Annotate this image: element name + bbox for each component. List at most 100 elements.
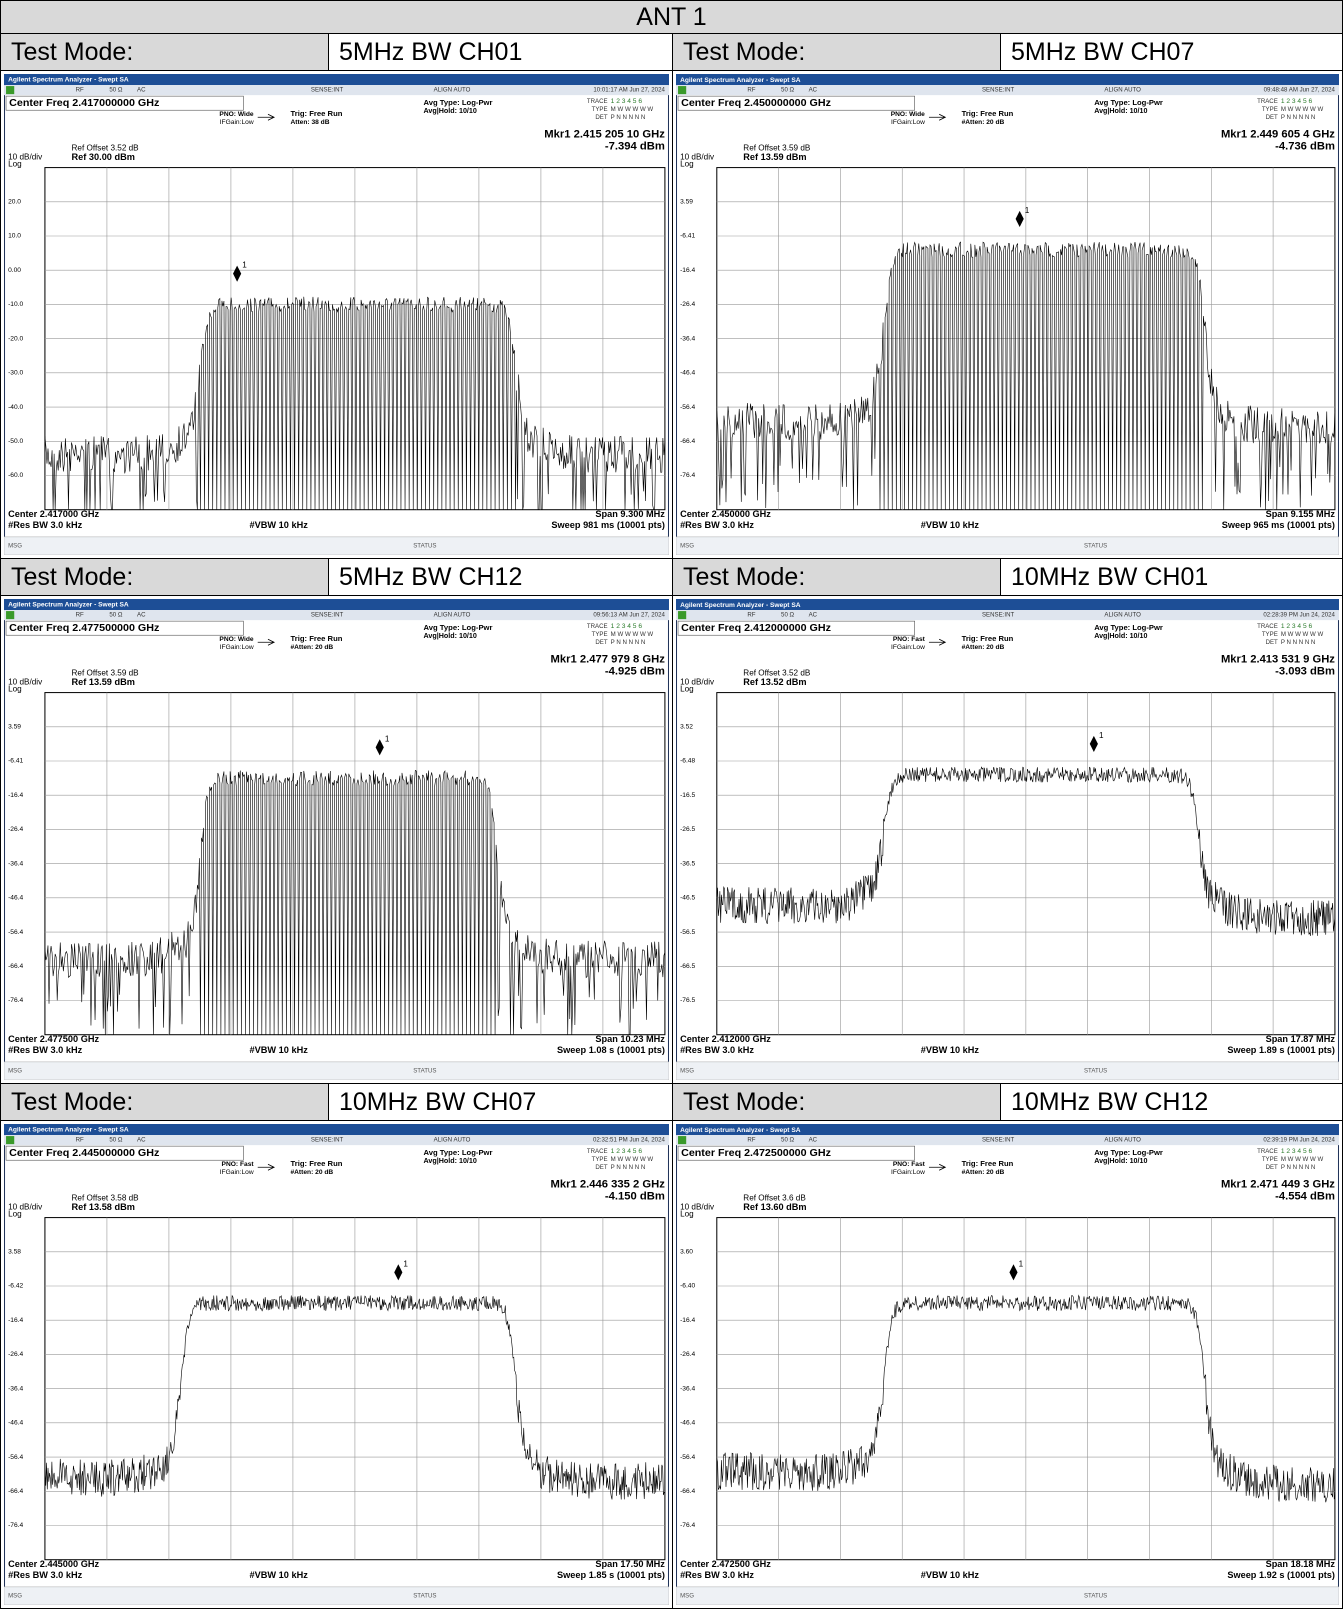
status: STATUS [1084,544,1107,550]
ifgain: IFGain:Low [891,119,925,126]
ac: AC [809,1138,818,1144]
y-tick-label: -26.5 [680,826,695,833]
analyzer-screen: Agilent Spectrum Analyzer - Swept SARF50… [676,74,1339,555]
test-mode-label: Test Mode: [673,559,1000,595]
analyzer-screen: Agilent Spectrum Analyzer - Swept SARF50… [4,599,669,1080]
center: Center 2.412000 GHz [680,1034,771,1044]
app: Agilent Spectrum Analyzer - Swept SA [8,1127,129,1134]
atten: #Atten: 20 dB [962,119,1005,126]
ac: AC [137,612,146,619]
y-tick-label: 3.60 [680,1249,693,1256]
det: P N N N N N [611,1164,646,1171]
trig: Trig: Free Run [962,634,1014,643]
y-tick-label: -50.0 [8,438,23,445]
vbw: #VBW 10 kHz [250,1570,309,1580]
test-mode-label: Test Mode: [673,34,1000,70]
time: 10:01:17 AM Jun 27, 2024 [593,87,665,94]
test-mode-value: 10MHz BW CH01 [1001,559,1342,595]
rbw: #Res BW 3.0 kHz [8,520,83,530]
avg-type: Avg Type: Log-Pwr [423,98,492,107]
rbw: #Res BW 3.0 kHz [8,1045,83,1055]
type: M W W W W W [1281,107,1324,113]
trace: 1 2 3 4 5 6 [611,98,643,105]
type-label: TYPE [1262,1157,1278,1163]
type: M W W W W W [1281,1157,1324,1163]
trace: 1 2 3 4 5 6 [1281,623,1313,630]
y-tick-label: -36.4 [8,1385,23,1392]
ifgain: IFGain:Low [891,644,925,651]
log: Log [680,1210,694,1219]
y-tick-label: 0.00 [8,267,21,274]
pno: PNO: Fast [222,1161,255,1168]
y-tick-label: 3.59 [680,199,693,206]
cf: Center Freq 2.477500000 GHz [9,622,159,634]
y-tick-label: -30.0 [8,370,23,377]
y-tick-label: -26.4 [680,1351,695,1358]
span: Span 10.23 MHz [595,1034,665,1044]
analyzer-screenshot: Agilent Spectrum Analyzer - Swept SARF50… [673,71,1342,558]
avg-type: Avg Type: Log-Pwr [1094,98,1163,107]
det: P N N N N N [611,639,646,646]
cf: Center Freq 2.445000000 GHz [9,1147,159,1159]
ref: Ref 13.59 dBm [72,677,135,687]
sweep: Sweep 1.92 s (10001 pts) [1227,1570,1335,1580]
app: Agilent Spectrum Analyzer - Swept SA [680,1127,801,1134]
y-tick-label: -66.4 [8,963,23,970]
test-mode-label: Test Mode: [1,1084,328,1120]
atten: #Atten: 20 dB [290,644,333,651]
y-tick-label: -76.4 [8,1522,23,1529]
y-tick-label: -26.4 [8,826,23,833]
y-tick-label: -36.4 [680,335,695,342]
y-tick-label: -76.4 [8,997,23,1004]
marker-label: 1 [1019,1259,1024,1268]
y-tick-label: -60.0 [8,472,23,479]
type: M W W W W W [611,1156,654,1163]
imp: 50 Ω [781,1138,795,1144]
y-tick-label: -6.40 [680,1283,695,1290]
rf: RF [76,87,84,94]
mkr: Mkr1 2.477 979 8 GHz [550,653,665,665]
y-tick-label: -56.4 [8,1454,23,1461]
trig: Trig: Free Run [290,634,342,643]
mkr-val: -3.093 dBm [1275,665,1335,677]
status: STATUS [1084,1594,1107,1600]
sense: SENSE:INT [311,87,344,94]
marker-label: 1 [385,734,390,743]
span: Span 9.300 MHz [595,509,665,519]
log: Log [8,160,22,169]
msg: MSG [8,1593,22,1600]
mkr: Mkr1 2.413 531 9 GHz [1221,653,1335,665]
y-tick-label: -6.42 [8,1283,23,1290]
pno: PNO: Fast [893,1161,926,1168]
y-tick-label: -16.4 [680,1317,695,1324]
trace-label: TRACE [1257,624,1278,630]
analyzer-screen: Agilent Spectrum Analyzer - Swept SARF50… [676,1124,1339,1605]
avg-hold: Avg|Hold: 10/10 [1094,1157,1147,1165]
lxi-icon [678,86,686,94]
time: 09:48:48 AM Jun 27, 2024 [1264,88,1336,94]
app: Agilent Spectrum Analyzer - Swept SA [680,602,801,609]
lxi-icon [6,1136,14,1144]
y-tick-label: -76.5 [680,997,695,1004]
test-mode-value: 10MHz BW CH07 [329,1084,672,1120]
ac: AC [809,613,818,619]
center: Center 2.477500 GHz [8,1034,99,1044]
det: P N N N N N [1281,1165,1315,1171]
mkr-val: -4.925 dBm [605,665,665,677]
det-label: DET [595,639,608,646]
y-tick-label: -46.5 [680,895,695,902]
y-tick-label: -36.5 [680,860,695,867]
sense: SENSE:INT [982,1138,1015,1144]
trace-label: TRACE [1257,1149,1278,1155]
atten: Atten: 38 dB [290,119,329,126]
rbw: #Res BW 3.0 kHz [8,1570,83,1580]
y-tick-label: -16.4 [8,792,23,799]
msg-bar [4,1587,669,1605]
status: STATUS [1084,1069,1107,1075]
vbw: #VBW 10 kHz [250,520,309,530]
y-tick-label: -16.4 [680,267,695,274]
test-mode-label: Test Mode: [673,1084,1000,1120]
lxi-icon [6,86,14,94]
